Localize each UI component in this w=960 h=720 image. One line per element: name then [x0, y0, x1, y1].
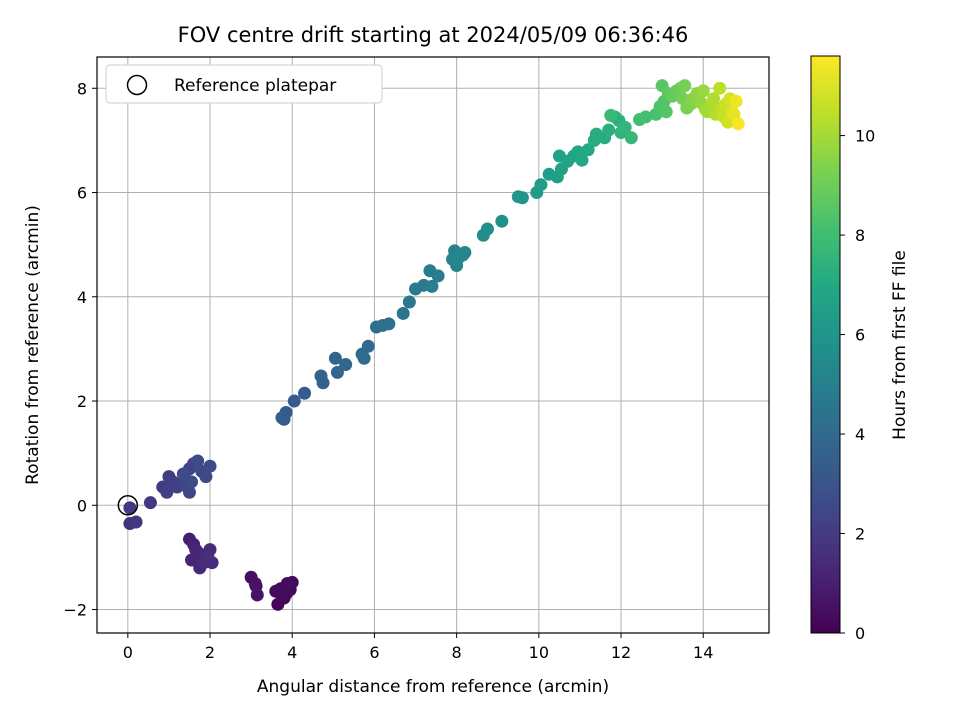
data-point [575, 153, 589, 167]
data-point [185, 475, 199, 489]
y-axis-label: Rotation from reference (arcmin) [23, 205, 43, 485]
data-point [696, 84, 710, 98]
data-point [678, 79, 692, 93]
data-point [203, 459, 217, 473]
data-point [275, 411, 289, 425]
data-point [624, 131, 638, 145]
data-point [604, 108, 618, 122]
colorbar-gradient [810, 55, 841, 634]
x-tick-label: 6 [369, 643, 379, 662]
data-point [515, 191, 529, 205]
data-point [249, 579, 263, 593]
legend-marker-reference [126, 74, 148, 96]
x-tick-label: 4 [287, 643, 297, 662]
y-tick-label: 4 [77, 288, 87, 307]
data-point [185, 553, 199, 567]
data-point [143, 496, 157, 510]
data-point [425, 279, 439, 293]
data-point [382, 317, 396, 331]
chart-title: FOV centre drift starting at 2024/05/09 … [178, 23, 689, 47]
colorbar-tick-label: 10 [855, 127, 875, 146]
data-point [129, 515, 143, 529]
x-axis-ticks: 0 2 4 6 8 10 12 14 [123, 633, 713, 662]
data-point [495, 214, 509, 228]
data-point [201, 550, 215, 564]
data-point [123, 501, 137, 515]
x-tick-label: 10 [529, 643, 549, 662]
y-tick-label: 6 [77, 184, 87, 203]
data-point [357, 351, 371, 365]
data-point [713, 81, 727, 95]
legend: Reference platepar [105, 64, 383, 104]
y-tick-label: 8 [77, 79, 87, 98]
data-point [298, 386, 312, 400]
x-tick-label: 2 [205, 643, 215, 662]
data-point [707, 92, 721, 106]
data-point [191, 454, 205, 468]
data-point [729, 94, 743, 108]
grid-lines [97, 57, 769, 633]
data-point [581, 143, 595, 157]
data-point [182, 485, 196, 499]
colorbar-tick-label: 2 [855, 525, 865, 544]
legend-box [105, 64, 383, 104]
x-tick-label: 8 [452, 643, 462, 662]
y-tick-label: 2 [77, 392, 87, 411]
data-point [160, 485, 174, 499]
data-point [431, 269, 445, 283]
data-point [452, 251, 466, 265]
data-point [269, 584, 283, 598]
data-point [170, 480, 184, 494]
colorbar-tick-label: 8 [855, 226, 865, 245]
data-point [339, 358, 353, 372]
data-point [639, 110, 653, 124]
data-point [396, 306, 410, 320]
y-tick-label: 0 [77, 496, 87, 515]
data-point [534, 178, 548, 192]
data-point [602, 123, 616, 137]
data-point [659, 105, 673, 119]
x-tick-label: 0 [123, 643, 133, 662]
data-point [361, 339, 375, 353]
data-point [618, 120, 632, 134]
colorbar-label: Hours from first FF file [890, 250, 910, 440]
data-point [176, 467, 190, 481]
x-tick-label: 14 [693, 643, 713, 662]
x-axis-label: Angular distance from reference (arcmin) [257, 677, 609, 697]
data-point [189, 543, 203, 557]
x-tick-label: 12 [611, 643, 631, 662]
y-tick-label: −2 [63, 601, 87, 620]
colorbar-tick-label: 0 [855, 624, 865, 643]
data-point [330, 365, 344, 379]
colorbar-tick-label: 4 [855, 425, 865, 444]
colorbar: 0 2 4 6 8 10 Hours from first FF file [810, 55, 910, 643]
data-point [480, 222, 494, 236]
colorbar-ticks: 0 2 4 6 8 10 [840, 127, 875, 643]
colorbar-tick-label: 6 [855, 326, 865, 345]
data-point [731, 117, 745, 131]
y-axis-ticks: −2 0 2 4 6 8 [63, 79, 97, 620]
data-point [316, 376, 330, 390]
data-points [117, 79, 745, 611]
data-point [199, 470, 213, 484]
data-point [280, 576, 294, 590]
legend-label-reference: Reference platepar [174, 76, 336, 96]
plot-frame [96, 56, 770, 634]
data-point [328, 351, 342, 365]
data-point [402, 295, 416, 309]
data-point [287, 394, 301, 408]
reference-platepar-marker [117, 495, 139, 516]
